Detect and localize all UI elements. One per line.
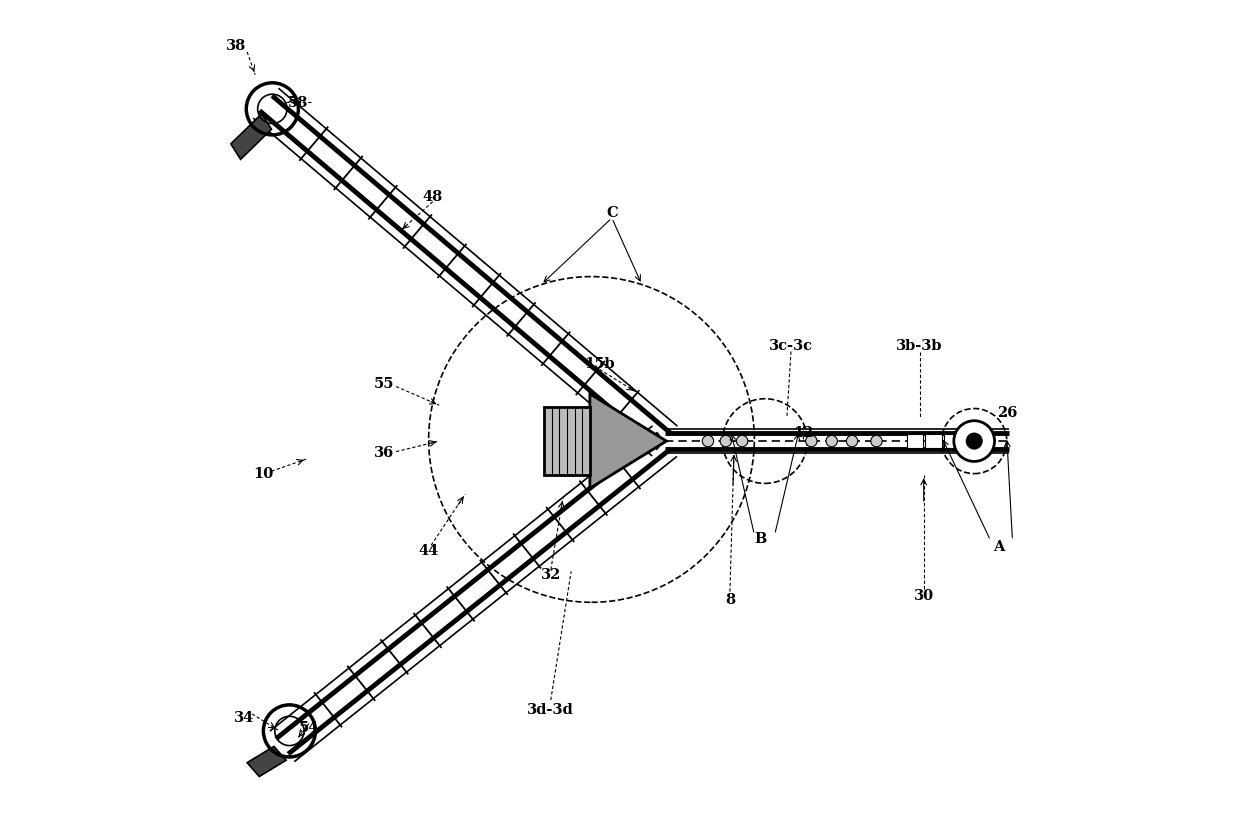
Bar <box>544 407 590 475</box>
Text: 30: 30 <box>914 589 934 603</box>
Text: A: A <box>993 540 1004 554</box>
Text: 10: 10 <box>253 467 274 480</box>
Text: 8: 8 <box>725 593 735 607</box>
Polygon shape <box>590 394 666 489</box>
Text: C: C <box>606 206 618 220</box>
Circle shape <box>737 435 748 447</box>
Text: 55: 55 <box>373 377 394 391</box>
Circle shape <box>806 435 817 447</box>
Circle shape <box>870 435 882 447</box>
Text: 58: 58 <box>288 96 309 110</box>
Text: 3d-3d: 3d-3d <box>527 703 574 717</box>
Circle shape <box>720 435 732 447</box>
Circle shape <box>954 421 994 462</box>
Bar <box>944 434 960 449</box>
Text: 38: 38 <box>226 39 246 53</box>
Text: 54: 54 <box>299 721 319 734</box>
Text: 26: 26 <box>997 405 1017 420</box>
Text: 32: 32 <box>541 569 560 583</box>
Text: 48: 48 <box>423 190 443 203</box>
Polygon shape <box>231 114 272 159</box>
Circle shape <box>847 435 858 447</box>
Polygon shape <box>247 747 286 776</box>
Text: 12: 12 <box>792 426 813 440</box>
Text: B: B <box>755 532 768 546</box>
Text: 15b: 15b <box>584 357 615 371</box>
Text: 3c-3c: 3c-3c <box>769 339 813 353</box>
Circle shape <box>826 435 837 447</box>
Bar <box>925 434 941 449</box>
Text: 44: 44 <box>419 544 439 558</box>
Circle shape <box>702 435 714 447</box>
Text: 34: 34 <box>233 711 254 725</box>
Text: 36: 36 <box>373 446 394 460</box>
Text: 3b-3b: 3b-3b <box>897 339 942 353</box>
Bar <box>906 434 923 449</box>
Circle shape <box>966 433 982 449</box>
